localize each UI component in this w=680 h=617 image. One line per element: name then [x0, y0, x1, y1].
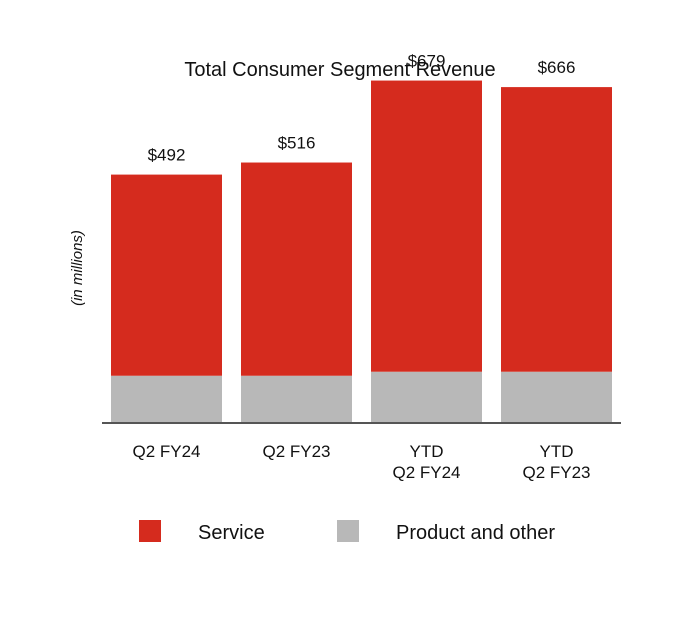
bar-product-and-other-2 — [241, 375, 352, 422]
legend: Service Product and other — [139, 520, 555, 544]
x-tick-label-4-line-2: Q2 FY23 — [522, 463, 590, 482]
value-label-2: $516 — [278, 134, 316, 153]
x-tick-label-3-line-2: Q2 FY24 — [392, 463, 460, 482]
bar-service-1 — [111, 174, 222, 376]
legend-swatch-product-and-other — [337, 520, 359, 542]
x-tick-label-1-line-1: Q2 FY24 — [132, 442, 200, 461]
bar-service-3 — [371, 80, 482, 372]
bars-group — [111, 80, 612, 422]
legend-label-product-and-other: Product and other — [396, 522, 555, 544]
value-labels-group: $492 $516 $679 $666 — [148, 52, 576, 165]
value-label-3: $679 — [408, 52, 446, 71]
bar-product-and-other-4 — [501, 371, 612, 422]
value-label-4: $666 — [538, 58, 576, 77]
x-tick-label-4-line-1: YTD — [540, 442, 574, 461]
x-tick-labels: Q2 FY24 Q2 FY23 YTD Q2 FY24 YTD Q2 FY23 — [132, 442, 590, 482]
bar-service-4 — [501, 87, 612, 372]
legend-swatch-service — [139, 520, 161, 542]
x-tick-label-2-line-1: Q2 FY23 — [262, 442, 330, 461]
chart-title: Total Consumer Segment Revenue — [184, 59, 495, 81]
x-tick-label-3-line-1: YTD — [410, 442, 444, 461]
value-label-1: $492 — [148, 146, 186, 165]
bar-product-and-other-1 — [111, 375, 222, 422]
bar-service-2 — [241, 162, 352, 376]
bar-product-and-other-3 — [371, 371, 482, 422]
legend-label-service: Service — [198, 522, 265, 544]
y-axis-label: (in millions) — [69, 230, 86, 306]
